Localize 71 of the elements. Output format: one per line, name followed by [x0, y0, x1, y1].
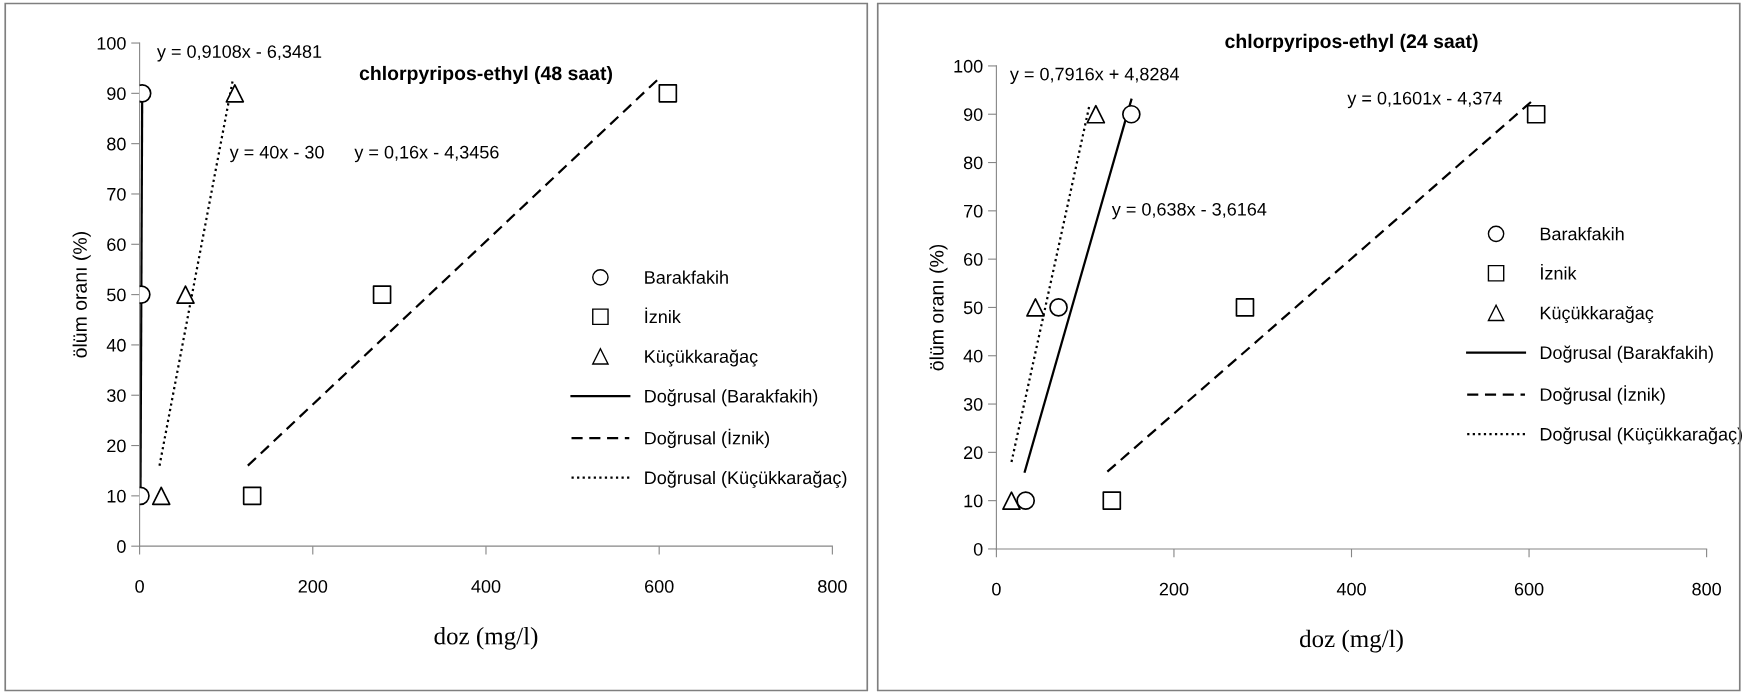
text: chlorpyripos-ethyl (48 saat) — [359, 65, 612, 85]
x-tick-label: 800 — [1692, 582, 1721, 596]
x-tick-label: 0 — [992, 582, 1001, 596]
x-axis-title: doz (mg/l) — [1299, 629, 1403, 653]
y-tick-label: 80 — [963, 156, 983, 170]
annotation: y = 40x - 30 — [229, 145, 324, 163]
point — [372, 285, 392, 304]
x-tick-label: 200 — [298, 579, 328, 593]
legend-label: Küçükkarağaç — [1540, 305, 1654, 324]
annotation: y = 0,9108x - 6,3481 — [156, 45, 322, 62]
y-tick-label: 40 — [106, 338, 126, 352]
legend-label: Doğrusal (Küçükkarağaç) — [1540, 427, 1742, 445]
y-tick-label: 90 — [963, 108, 983, 121]
point — [1102, 491, 1122, 510]
legend-label: İznik — [645, 307, 681, 324]
legend-label: Barakfakih — [645, 270, 728, 284]
point — [1526, 104, 1546, 124]
y-tick-label: 10 — [964, 494, 983, 508]
legend-label: Doğrusal (Barakfakih) — [645, 389, 818, 407]
y-tick-label: 50 — [963, 301, 983, 315]
y-tick-label: 100 — [954, 59, 983, 73]
point — [1235, 298, 1255, 317]
y-tick-label: 60 — [964, 253, 983, 266]
x-axis-title: doz (mg/l) — [434, 626, 538, 650]
legend-label: Küçükkarağaç — [645, 349, 758, 367]
x-tick-label: 400 — [1336, 582, 1366, 596]
legend-label: Doğrusal (İznik) — [645, 428, 770, 449]
legend-label: Barakfakih — [1540, 227, 1624, 241]
legend-label: Doğrusal (İznik) — [1540, 385, 1665, 405]
legend-label: İznik — [1541, 263, 1577, 280]
y-tick-label: 30 — [963, 397, 983, 411]
y-tick-label: 50 — [107, 288, 126, 302]
point — [225, 84, 245, 103]
annotation: y = 0,638x - 3,6164 — [1111, 202, 1267, 220]
point — [1016, 491, 1036, 510]
point — [242, 486, 262, 506]
point — [1049, 298, 1068, 317]
y-tick-label: 40 — [963, 349, 983, 363]
x-tick-label: 800 — [818, 579, 847, 593]
point — [176, 285, 195, 304]
y-tick-label: 30 — [107, 389, 126, 402]
annotation: y = 0,16x - 4,3456 — [354, 145, 499, 163]
legend-label: Doğrusal (Barakfakih) — [1540, 345, 1713, 363]
y-tick-label: 20 — [964, 446, 983, 460]
y-tick-label: 0 — [973, 542, 983, 556]
y-tick-label: 70 — [964, 204, 983, 218]
point — [1002, 491, 1021, 510]
y-tick-label: 80 — [107, 137, 126, 151]
annotation: y = 0,7916x + 4,8284 — [1009, 67, 1180, 85]
point — [658, 84, 678, 103]
y-tick-label: 10 — [107, 489, 126, 503]
x-tick-label: 200 — [1159, 582, 1189, 596]
x-tick-label: 0 — [135, 579, 144, 593]
point — [1121, 104, 1141, 124]
x-tick-label: 400 — [471, 579, 501, 593]
y-tick-label: 20 — [107, 439, 126, 453]
point — [151, 486, 171, 506]
y-tick-label: 0 — [117, 540, 126, 553]
y-tick-label: 70 — [107, 187, 126, 201]
y-axis-title: ölüm oranı (%) — [72, 232, 91, 358]
point — [1086, 104, 1106, 124]
y-tick-label: 100 — [97, 36, 126, 50]
y-axis-title: ölüm oranı (%) — [929, 244, 948, 371]
x-tick-label: 600 — [645, 579, 674, 593]
chart-title: chlorpyripos-ethyl (24 saat) — [1225, 33, 1478, 52]
x-tick-label: 600 — [1514, 582, 1544, 596]
y-tick-label: 90 — [107, 87, 126, 101]
legend-label: Doğrusal (Küçükkarağaç) — [645, 470, 847, 488]
point — [1026, 298, 1045, 317]
annotation: y = 0,1601x - 4,374 — [1347, 91, 1502, 109]
y-tick-label: 60 — [107, 238, 126, 252]
